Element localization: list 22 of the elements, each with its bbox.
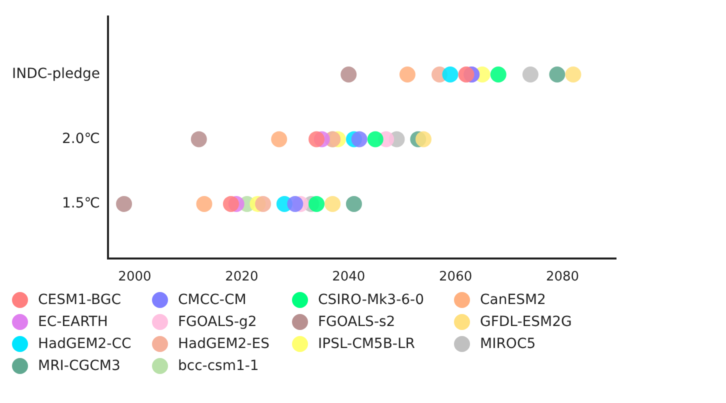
- y-tick-label: 2.0℃: [62, 130, 100, 147]
- legend-label: MRI-CGCM3: [38, 358, 120, 374]
- legend-label: CSIRO-Mk3-6-0: [318, 292, 424, 308]
- legend-label: MIROC5: [480, 336, 536, 352]
- legend-label: HadGEM2-ES: [178, 336, 270, 352]
- legend-label: CanESM2: [480, 292, 546, 308]
- legend-label: CESM1-BGC: [38, 292, 122, 308]
- x-tick-label: 2060: [439, 270, 472, 285]
- legend-label: FGOALS-s2: [318, 314, 396, 330]
- x-tick-label: 2080: [546, 270, 580, 285]
- legend-label: FGOALS-g2: [178, 314, 257, 330]
- y-tick-label: INDC-pledge: [12, 66, 100, 82]
- x-tick-label: 2040: [332, 270, 366, 285]
- legend-label: bcc-csm1-1: [178, 358, 259, 374]
- legend-label: HadGEM2-CC: [38, 336, 132, 352]
- legend-label: GFDL-ESM2G: [480, 314, 572, 330]
- legend-label: IPSL-CM5B-LR: [318, 336, 416, 352]
- legend-label: CMCC-CM: [178, 292, 246, 308]
- x-tick-label: 2020: [225, 270, 258, 285]
- y-tick-label: 1.5℃: [62, 196, 100, 212]
- x-tick-label: 2000: [118, 270, 152, 285]
- legend-label: EC-EARTH: [38, 314, 108, 330]
